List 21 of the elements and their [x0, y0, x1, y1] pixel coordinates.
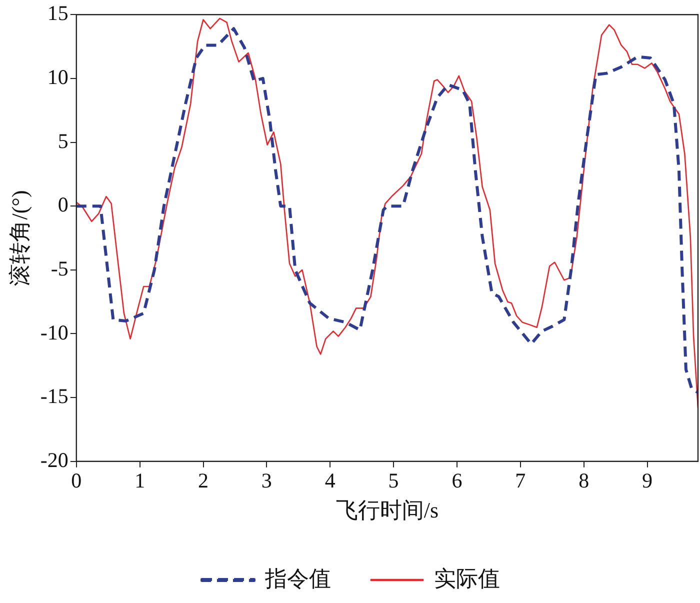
x-tick-label: 7: [515, 468, 526, 493]
legend-label: 指令值: [264, 566, 331, 591]
x-tick-label: 3: [261, 468, 272, 493]
y-tick-label: -5: [50, 256, 68, 280]
x-tick-label: 6: [452, 468, 462, 493]
y-tick-label: -20: [40, 448, 68, 472]
x-axis-title: 飞行时间/s: [336, 498, 439, 523]
legend-label: 实际值: [434, 566, 500, 591]
y-tick-label: -15: [40, 384, 68, 408]
x-tick-label: 4: [324, 468, 336, 493]
x-tick-label: 5: [388, 468, 399, 493]
y-tick-label: -10: [40, 320, 68, 344]
x-tick-label: 2: [198, 468, 208, 493]
y-tick-label: 10: [47, 64, 68, 89]
y-tick-label: 5: [58, 128, 68, 153]
y-tick-label: 15: [47, 1, 68, 26]
y-axis-title: 滚转角/(°): [6, 190, 32, 286]
x-tick-label: 1: [134, 468, 146, 493]
x-tick-label: 9: [642, 468, 653, 493]
x-tick-label: 8: [578, 468, 590, 493]
y-tick-label: 0: [58, 192, 68, 217]
